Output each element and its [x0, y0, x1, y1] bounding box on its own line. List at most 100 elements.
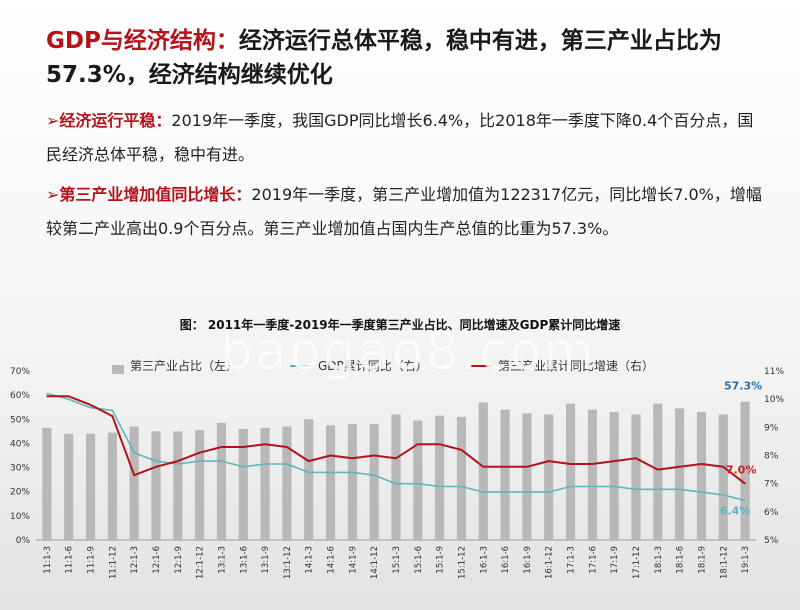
point-tertiary	[591, 463, 593, 465]
slide-title: GDP与经济结构：经济运行总体平稳，稳中有进，第三产业占比为57.3%，经济结构…	[46, 24, 786, 92]
bar-share	[238, 428, 248, 540]
bar-share	[151, 431, 161, 540]
bar-share	[544, 414, 554, 540]
point-gdp	[657, 488, 659, 490]
annotation-tertiary-last: 7.0%	[726, 464, 757, 477]
point-tertiary	[373, 454, 375, 457]
legend-label: 第三产业占比（左）	[130, 359, 239, 373]
x-tick-label: 18:1-9	[697, 546, 707, 574]
point-gdp	[460, 485, 463, 488]
point-gdp	[373, 474, 375, 476]
title-highlight: GDP与经济结构：	[46, 28, 239, 54]
x-tick-label: 18:1-12	[719, 546, 729, 579]
bar-share	[42, 427, 52, 540]
point-tertiary	[133, 474, 135, 476]
x-tick-label: 11:1-9	[87, 546, 97, 574]
x-tick-label: 13:1-6	[239, 546, 249, 574]
point-gdp	[264, 463, 266, 465]
point-gdp	[242, 466, 244, 468]
x-tick-label: 15:1-12	[457, 546, 467, 579]
x-tick-label: 16:1-6	[501, 546, 511, 574]
point-gdp	[329, 471, 332, 473]
x-tick-label: 18:1-3	[654, 546, 664, 574]
bar-share	[653, 403, 663, 540]
point-gdp	[591, 485, 593, 488]
point-tertiary	[482, 466, 484, 468]
point-tertiary	[613, 460, 615, 462]
point-tertiary	[220, 446, 223, 448]
legend-swatch-bar	[112, 365, 124, 374]
right-tick-label: 10%	[764, 395, 784, 405]
right-tick-label: 7%	[764, 480, 779, 490]
point-tertiary	[460, 449, 463, 451]
left-tick-label: 0%	[16, 536, 31, 546]
point-gdp	[133, 452, 135, 454]
bullet-lead: 经济运行平稳：	[59, 111, 172, 130]
point-gdp	[46, 392, 48, 395]
bar-share	[456, 416, 467, 540]
point-gdp	[439, 485, 441, 488]
x-tick-label: 11:1-12	[108, 546, 118, 579]
point-gdp	[68, 398, 70, 400]
right-tick-label: 9%	[764, 423, 779, 433]
point-tertiary	[329, 454, 332, 457]
point-gdp	[417, 483, 419, 485]
point-tertiary	[417, 443, 419, 445]
point-gdp	[722, 494, 724, 496]
bar-share	[478, 402, 488, 540]
point-gdp	[548, 491, 550, 493]
bar-share	[282, 426, 292, 540]
bar-share	[413, 420, 423, 540]
bullet-tertiary-growth: ➢第三产业增加值同比增长：2019年一季度，第三产业增加值为122317亿元，同…	[46, 178, 762, 246]
bar-share	[347, 424, 357, 540]
point-tertiary	[46, 395, 48, 397]
bar-share	[173, 431, 183, 540]
point-gdp	[308, 471, 310, 473]
left-tick-label: 60%	[10, 391, 30, 401]
x-tick-label: 12:1-3	[130, 546, 140, 574]
point-gdp	[199, 460, 201, 462]
legend-item-tertiary: 第三产业累计同比增速（右）	[470, 359, 690, 374]
point-gdp	[526, 491, 528, 493]
x-tick-label: 11:1-3	[43, 546, 53, 574]
right-tick-label: 5%	[764, 536, 779, 546]
point-gdp	[351, 471, 353, 473]
bar-share	[85, 433, 96, 540]
bar-share	[260, 427, 270, 540]
annotation-share-last: 57.3%	[724, 380, 762, 393]
point-gdp	[220, 460, 223, 462]
point-gdp	[635, 488, 637, 490]
x-tick-label: 18:1-6	[676, 546, 686, 574]
bar-share	[325, 425, 336, 540]
point-tertiary	[264, 443, 266, 445]
x-tick-label: 13:1-9	[261, 546, 271, 574]
left-tick-label: 50%	[10, 415, 30, 425]
bar-share	[64, 433, 74, 540]
bullet-arrow-icon: ➢	[46, 185, 60, 204]
bar-share	[195, 430, 205, 540]
left-tick-label: 10%	[10, 512, 30, 522]
point-tertiary	[722, 466, 724, 468]
point-tertiary	[286, 446, 288, 448]
bar-share	[391, 414, 401, 540]
bar-share	[522, 413, 532, 540]
x-tick-label: 15:1-6	[414, 546, 424, 574]
point-tertiary	[89, 404, 92, 406]
combo-chart: 0% 10% 20% 30% 40% 50% 60% 70% 5% 6% 7% 8% 9% 10% 11% 1…	[10, 367, 784, 579]
point-tertiary	[569, 463, 572, 465]
x-tick-label: 17:1-6	[588, 546, 598, 574]
bullet-lead: 第三产业增加值同比增长：	[59, 185, 252, 204]
point-tertiary	[657, 468, 659, 471]
right-tick-label: 11%	[764, 367, 784, 377]
bar-share	[304, 419, 314, 540]
bar-share	[216, 422, 227, 540]
left-tick-label: 20%	[10, 488, 30, 498]
x-tick-label: 17:1-9	[610, 546, 620, 574]
x-tick-label: 16:1-3	[479, 546, 489, 574]
point-gdp	[744, 499, 746, 502]
bullet-text: 2019年一季度，第三产业增加值为122317亿元，同比增长7.0%，增幅较第二…	[46, 185, 762, 238]
annotation-gdp-last: 6.4%	[720, 505, 751, 518]
legend-item-gdp: GDP累计同比（右）	[290, 359, 455, 374]
point-tertiary	[68, 395, 70, 397]
legend-swatch-line	[470, 365, 492, 367]
